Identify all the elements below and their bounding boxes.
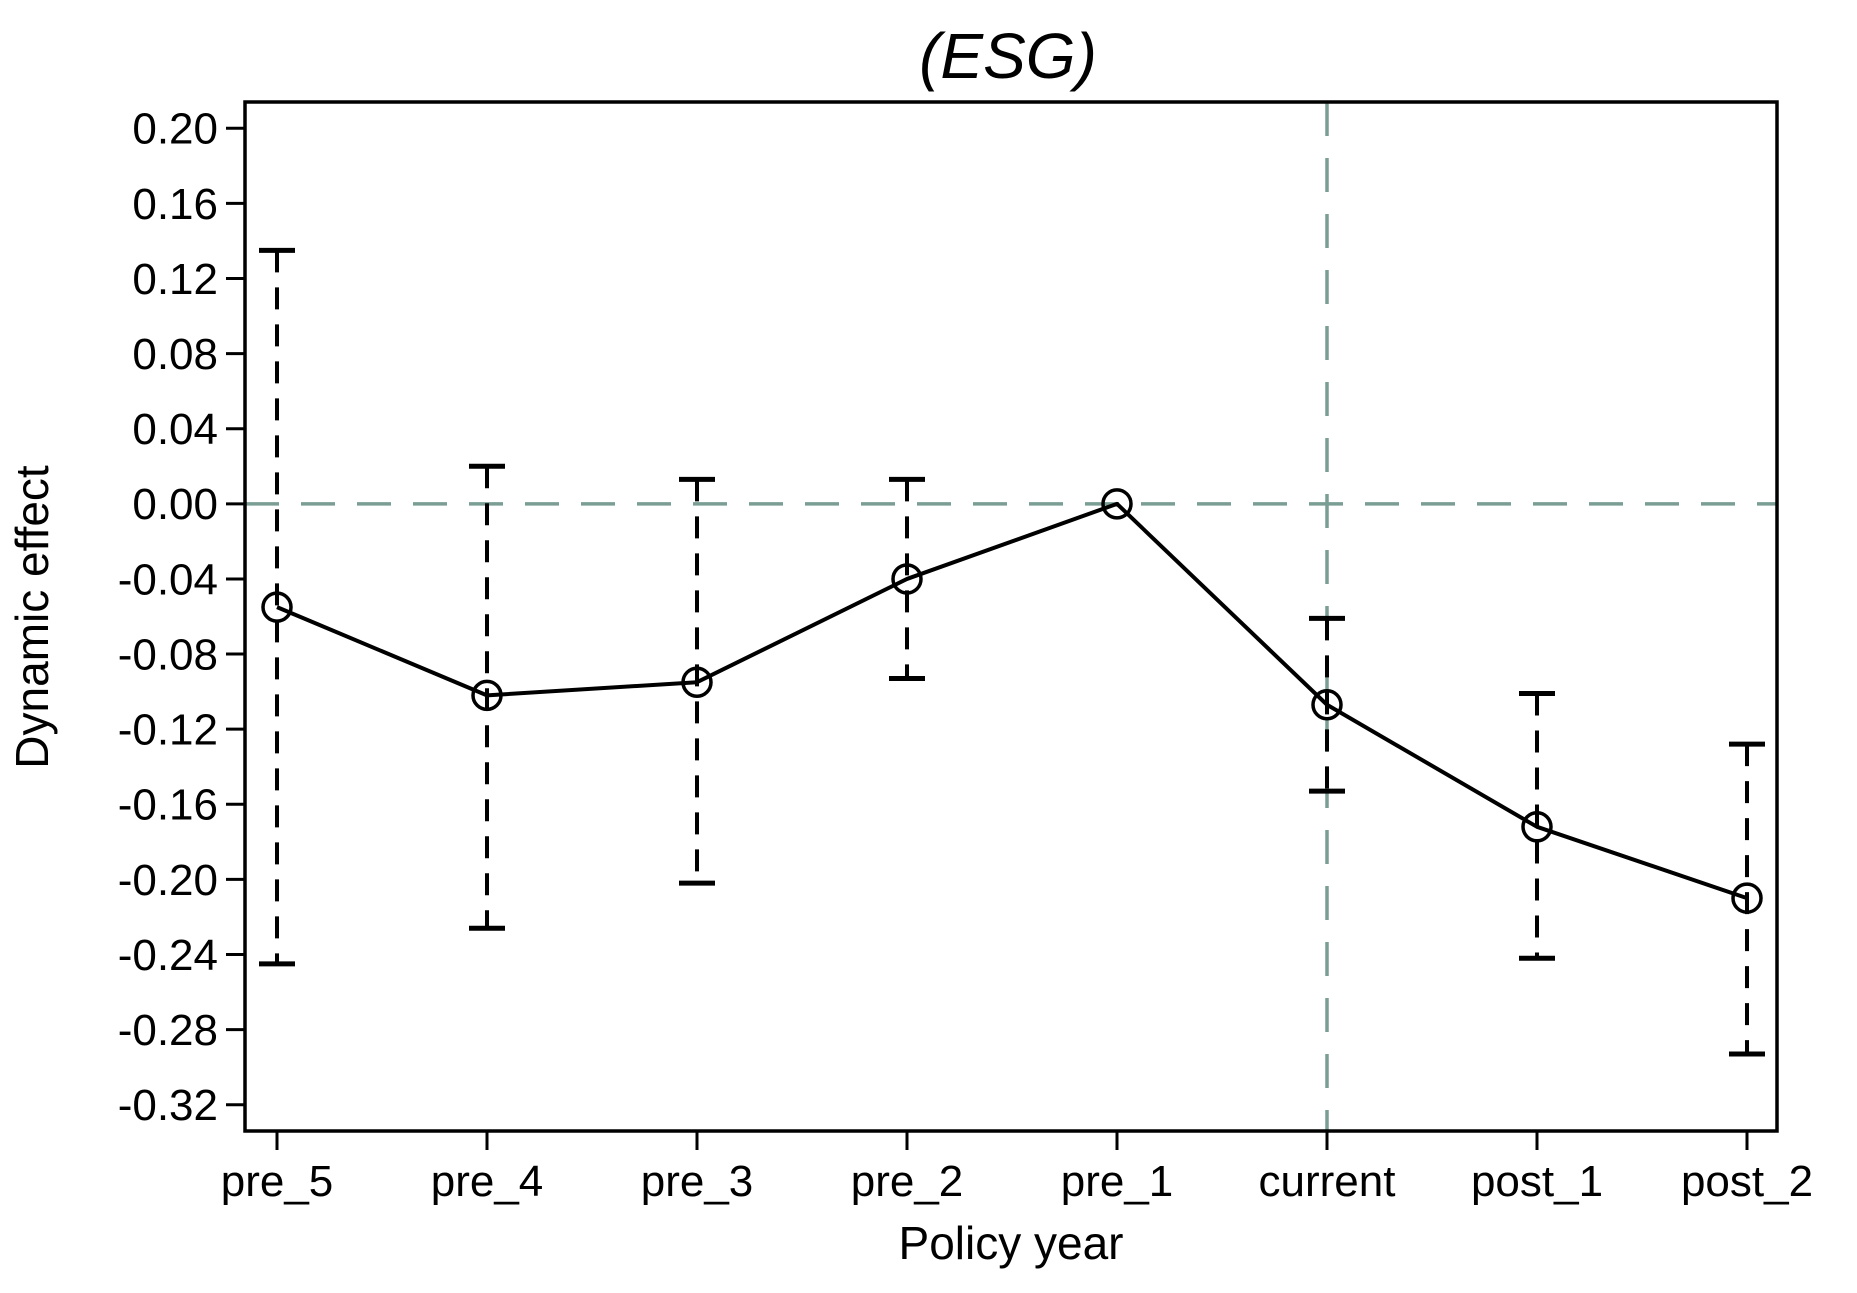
y-tick-label: 0.04 bbox=[132, 405, 218, 454]
data-point-post_2 bbox=[1731, 882, 1763, 914]
x-tick-label: pre_1 bbox=[1061, 1157, 1174, 1206]
x-tick-label: post_1 bbox=[1471, 1157, 1603, 1206]
data-point-pre_5 bbox=[261, 591, 293, 623]
x-axis-label: Policy year bbox=[899, 1217, 1124, 1269]
x-tick-label: pre_4 bbox=[431, 1157, 544, 1206]
plot-border bbox=[243, 100, 1779, 1133]
y-tick-label: 0.16 bbox=[132, 180, 218, 229]
x-tick-label: pre_3 bbox=[641, 1157, 754, 1206]
y-tick-label: -0.28 bbox=[118, 1006, 218, 1055]
plot-area: 0.20 0.16 0.12 0.08 0.04 0.00 -0.04 -0.08 -0.12 -… bbox=[118, 100, 1813, 1206]
x-tick-label: pre_2 bbox=[851, 1157, 964, 1206]
series-line bbox=[276, 501, 1748, 901]
data-point-pre_2 bbox=[891, 563, 923, 595]
y-tick-label: 0.00 bbox=[132, 480, 218, 529]
data-point-pre_1 bbox=[1101, 488, 1133, 520]
data-point-pre_4 bbox=[471, 679, 503, 712]
x-tick-label: pre_5 bbox=[221, 1157, 334, 1206]
x-tick-label: post_2 bbox=[1681, 1157, 1813, 1206]
y-tick-label: -0.04 bbox=[118, 555, 218, 604]
y-tick-label: -0.24 bbox=[118, 931, 218, 980]
y-axis-label: Dynamic effect bbox=[6, 465, 58, 769]
data-point-current bbox=[1311, 689, 1343, 721]
y-tick-label: 0.20 bbox=[132, 105, 218, 154]
x-tick-label: current bbox=[1259, 1157, 1396, 1206]
y-tick-label: 0.08 bbox=[132, 330, 218, 379]
y-tick-label: -0.16 bbox=[118, 781, 218, 830]
data-point-post_1 bbox=[1521, 811, 1553, 843]
y-tick-label: -0.32 bbox=[118, 1081, 218, 1130]
data-point-pre_3 bbox=[681, 666, 713, 698]
y-tick-label: -0.12 bbox=[118, 706, 218, 755]
y-tick-label: -0.20 bbox=[118, 856, 218, 905]
y-tick-label: 0.12 bbox=[132, 255, 218, 304]
chart-title: (ESG) bbox=[919, 20, 1097, 92]
y-tick-label: -0.08 bbox=[118, 630, 218, 679]
